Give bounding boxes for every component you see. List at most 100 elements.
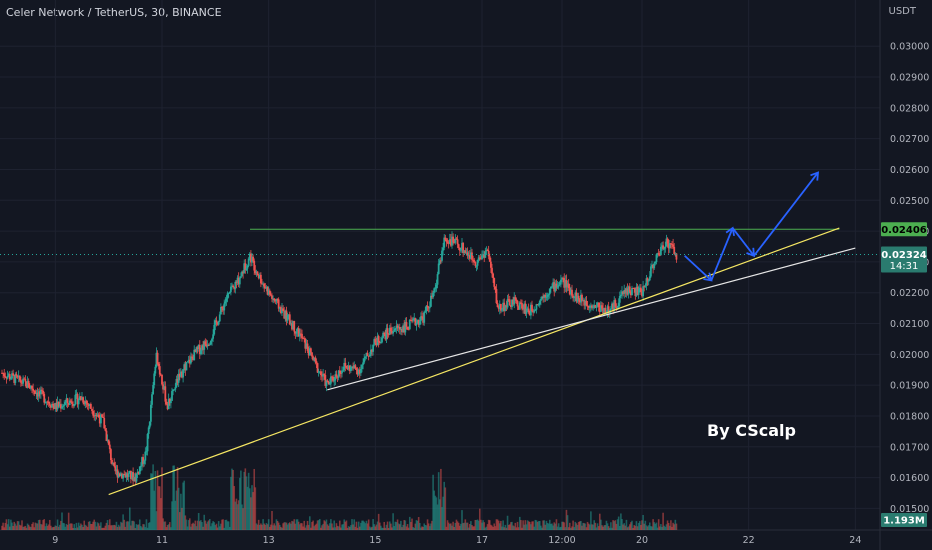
volume-bar xyxy=(144,527,147,530)
volume-bar xyxy=(548,519,551,530)
volume-bar xyxy=(163,521,166,530)
candle-body xyxy=(78,396,81,401)
candle-body xyxy=(437,263,440,275)
volume-bar xyxy=(184,515,187,530)
candle-body xyxy=(426,305,429,308)
volume-bar xyxy=(451,525,453,530)
candle-body xyxy=(239,276,242,278)
candle-body xyxy=(186,361,189,363)
candle-body xyxy=(315,361,318,364)
candle-body xyxy=(576,295,579,302)
volume-bar xyxy=(440,468,442,530)
volume-bar xyxy=(14,523,17,530)
candle-body xyxy=(314,357,317,362)
candle-body xyxy=(611,303,613,309)
candle-body xyxy=(225,298,228,302)
volume-bar xyxy=(547,523,550,530)
candle-body xyxy=(115,469,118,472)
volume-bar xyxy=(491,525,493,530)
candle-body xyxy=(39,389,42,395)
candle-body xyxy=(487,250,490,257)
volume-bar xyxy=(326,524,329,530)
candle-body xyxy=(69,400,72,402)
candle-body xyxy=(474,262,477,266)
volume-bar xyxy=(294,523,297,530)
volume-bar xyxy=(488,520,491,530)
volume-bar xyxy=(495,519,498,530)
volume-bar xyxy=(508,524,511,530)
candle-body xyxy=(388,327,391,335)
volume-bar xyxy=(498,523,501,530)
volume-bar xyxy=(150,473,152,530)
volume-bar xyxy=(602,526,604,530)
volume-bar xyxy=(286,524,289,530)
volume-bar xyxy=(345,520,348,530)
candle-body xyxy=(464,250,467,254)
candle-body xyxy=(631,287,633,296)
volume-bar xyxy=(147,522,150,530)
candle-body xyxy=(607,306,610,313)
volume-bar xyxy=(354,526,357,530)
volume-bar xyxy=(187,520,190,530)
candle-body xyxy=(55,402,58,410)
volume-bar xyxy=(640,525,642,530)
volume-bar xyxy=(605,520,608,530)
volume-bar xyxy=(581,525,583,530)
volume-bar xyxy=(472,526,474,530)
volume-bar xyxy=(21,520,23,530)
candle-body xyxy=(261,283,263,285)
drawing-lines xyxy=(0,171,880,496)
volume-bar xyxy=(56,519,59,530)
volume-bar xyxy=(176,467,179,530)
volume-bar xyxy=(373,524,376,530)
candle-body xyxy=(326,380,329,382)
candle-body xyxy=(481,255,483,260)
candle-body xyxy=(505,305,508,308)
volume-bar xyxy=(352,524,354,530)
volume-bar xyxy=(587,523,590,530)
x-tick-label: 24 xyxy=(849,535,861,546)
volume-bar xyxy=(423,523,426,530)
candle-body xyxy=(41,389,43,391)
candle-body xyxy=(26,381,29,388)
y-tick-label: 0.02000 xyxy=(890,350,929,361)
x-tick-label: 12:00 xyxy=(548,535,575,546)
volume-bar xyxy=(204,520,207,530)
y-tick-label: 0.02900 xyxy=(890,73,929,84)
volume-bar xyxy=(55,525,58,530)
volume-bar xyxy=(421,526,423,530)
candle-body xyxy=(577,295,580,299)
volume-bar xyxy=(582,522,584,530)
candle-body xyxy=(17,375,20,378)
volume-bar xyxy=(394,521,397,530)
volume-bar xyxy=(561,521,563,530)
volume-bar xyxy=(507,524,510,530)
volume-bar xyxy=(372,519,374,530)
candle-body xyxy=(549,287,552,289)
candle-body xyxy=(492,273,495,279)
candle-body xyxy=(258,274,261,278)
volume-bar xyxy=(393,526,396,530)
candle-body xyxy=(58,404,61,407)
candle-body xyxy=(471,252,473,260)
candle-body xyxy=(513,297,516,305)
candle-body xyxy=(453,242,456,244)
candle-body xyxy=(51,403,53,408)
volume-bar xyxy=(505,527,508,530)
candle-body xyxy=(4,376,7,378)
volume-bar xyxy=(213,522,216,530)
volume-bar xyxy=(522,520,524,530)
volume-bar xyxy=(594,522,597,530)
candle-body xyxy=(233,287,236,290)
candle-body xyxy=(656,253,659,255)
volume-bar xyxy=(124,526,127,530)
volume-bar xyxy=(146,527,149,530)
volume-bar xyxy=(6,524,9,530)
volume-bar xyxy=(458,525,461,530)
candle-body xyxy=(403,325,406,333)
candle-body xyxy=(262,283,265,285)
volume-bar xyxy=(93,519,96,530)
candle-body xyxy=(609,308,612,311)
